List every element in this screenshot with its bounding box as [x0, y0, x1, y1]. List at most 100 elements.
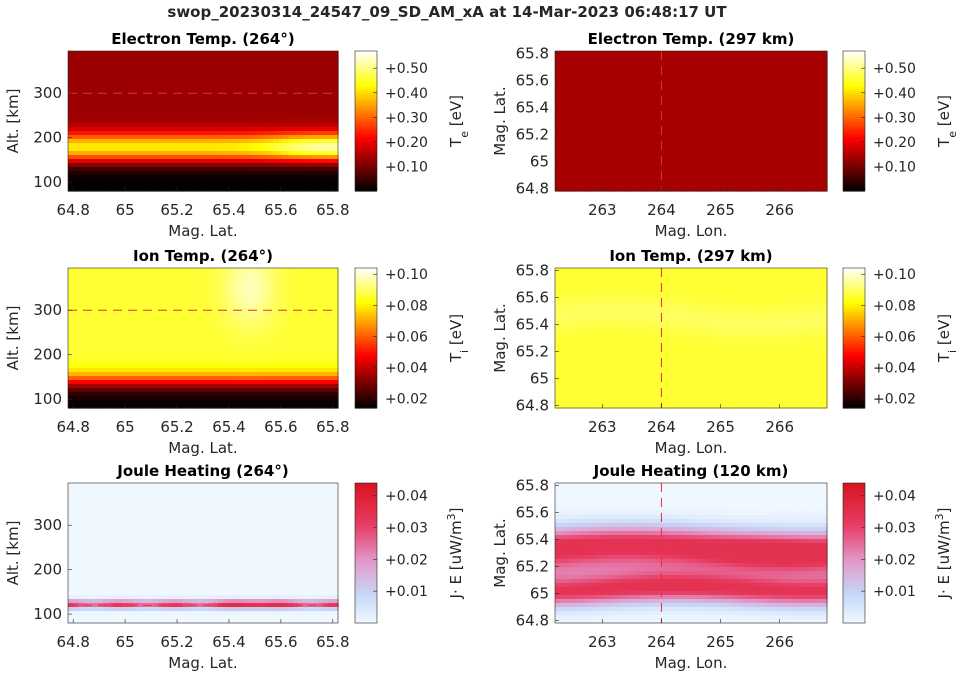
heatmap-cell	[98, 328, 104, 333]
heatmap-cell	[610, 127, 617, 132]
x-axis-label: Mag. Lat.	[168, 222, 237, 240]
heatmap-cell	[283, 79, 289, 84]
heatmap-cell	[801, 151, 808, 156]
heatmap-cell	[288, 163, 294, 168]
heatmap-cell	[726, 167, 732, 172]
heatmap-cell	[263, 79, 269, 84]
heatmap-cell	[595, 91, 601, 96]
heatmap-cell	[560, 175, 566, 180]
heatmap-cell	[93, 159, 99, 164]
heatmap-cell	[328, 63, 334, 68]
heatmap-cell	[198, 115, 204, 120]
heatmap-cell	[78, 151, 84, 156]
heatmap-cell	[113, 356, 119, 361]
heatmap-cell	[691, 91, 697, 96]
colorbar-segment	[355, 73, 377, 76]
heatmap-cell	[233, 175, 239, 180]
heatmap-cell	[600, 79, 606, 84]
heatmap-cell	[756, 163, 763, 168]
heatmap-cell	[183, 328, 189, 333]
heatmap-cell	[258, 75, 264, 80]
heatmap-cell	[218, 51, 224, 56]
heatmap-cell	[173, 292, 179, 297]
heatmap-cell	[113, 139, 119, 144]
heatmap-cell	[333, 99, 339, 104]
heatmap-cell	[736, 183, 742, 188]
heatmap-cell	[208, 167, 214, 172]
heatmap-cell	[298, 151, 304, 156]
heatmap-cell	[183, 67, 189, 72]
heatmap-cell	[796, 107, 803, 112]
heatmap-cell	[731, 71, 737, 76]
heatmap-cell	[78, 155, 84, 160]
heatmap-cell	[173, 79, 179, 84]
heatmap-cell	[741, 183, 748, 188]
heatmap-cell	[640, 71, 647, 76]
heatmap-cell	[273, 83, 279, 88]
heatmap-cell	[103, 368, 109, 373]
heatmap-cell	[736, 151, 742, 156]
heatmap-cell	[163, 151, 169, 156]
heatmap-cell	[263, 51, 269, 56]
heatmap-cell	[118, 360, 124, 365]
heatmap-cell	[741, 91, 748, 96]
heatmap-cell	[68, 59, 74, 64]
heatmap-cell	[148, 268, 154, 273]
heatmap-cell	[98, 95, 104, 100]
heatmap-cell	[776, 91, 783, 96]
heatmap-cell	[188, 151, 194, 156]
heatmap-cell	[108, 280, 114, 285]
heatmap-cell	[726, 135, 732, 140]
heatmap-cell	[575, 155, 581, 160]
heatmap-cell	[173, 171, 179, 176]
heatmap-cell	[73, 95, 79, 100]
heatmap-cell	[806, 139, 813, 144]
heatmap-cell	[751, 123, 758, 128]
heatmap-cell	[696, 111, 702, 116]
heatmap-cell	[736, 87, 742, 92]
heatmap-cell	[736, 55, 742, 60]
heatmap-cell	[761, 87, 768, 92]
heatmap-cell	[323, 135, 329, 140]
heatmap-cell	[600, 187, 606, 192]
heatmap-cell	[756, 115, 763, 120]
heatmap-cell	[610, 179, 617, 184]
heatmap-cell	[806, 131, 813, 136]
heatmap-cell	[670, 151, 677, 156]
colorbar-segment	[355, 137, 377, 140]
heatmap-cell	[158, 344, 164, 349]
heatmap-cell	[218, 79, 224, 84]
heatmap-cell	[193, 356, 199, 361]
heatmap-cell	[635, 155, 642, 160]
heatmap-cell	[133, 59, 139, 64]
heatmap-cell	[73, 284, 79, 289]
heatmap-cell	[193, 87, 199, 92]
heatmap-cell	[333, 167, 339, 172]
heatmap-cell	[168, 179, 174, 184]
heatmap-cell	[580, 143, 586, 148]
heatmap-cell	[133, 115, 139, 120]
heatmap-cell	[691, 103, 697, 108]
heatmap-cell	[821, 155, 828, 160]
heatmap-cell	[183, 292, 189, 297]
heatmap-cell	[298, 135, 304, 140]
heatmap-cell	[188, 107, 194, 112]
heatmap-cell	[283, 123, 289, 128]
heatmap-cell	[731, 103, 737, 108]
heatmap-cell	[605, 127, 612, 132]
heatmap-cell	[283, 179, 289, 184]
heatmap-cell	[73, 111, 79, 116]
heatmap-cell	[88, 400, 94, 405]
heatmap-cell	[148, 304, 154, 309]
heatmap-cell	[268, 131, 274, 136]
y-tick-label: 200	[33, 129, 62, 147]
heatmap-cell	[173, 87, 179, 92]
heatmap-cell	[98, 352, 104, 357]
heatmap-cell	[108, 131, 114, 136]
heatmap-cell	[680, 151, 687, 156]
x-tick-label: 65.6	[264, 201, 297, 219]
heatmap-cell	[615, 163, 622, 168]
colorbar-segment	[843, 157, 865, 160]
heatmap-cell	[288, 99, 294, 104]
heatmap-cell	[143, 328, 149, 333]
